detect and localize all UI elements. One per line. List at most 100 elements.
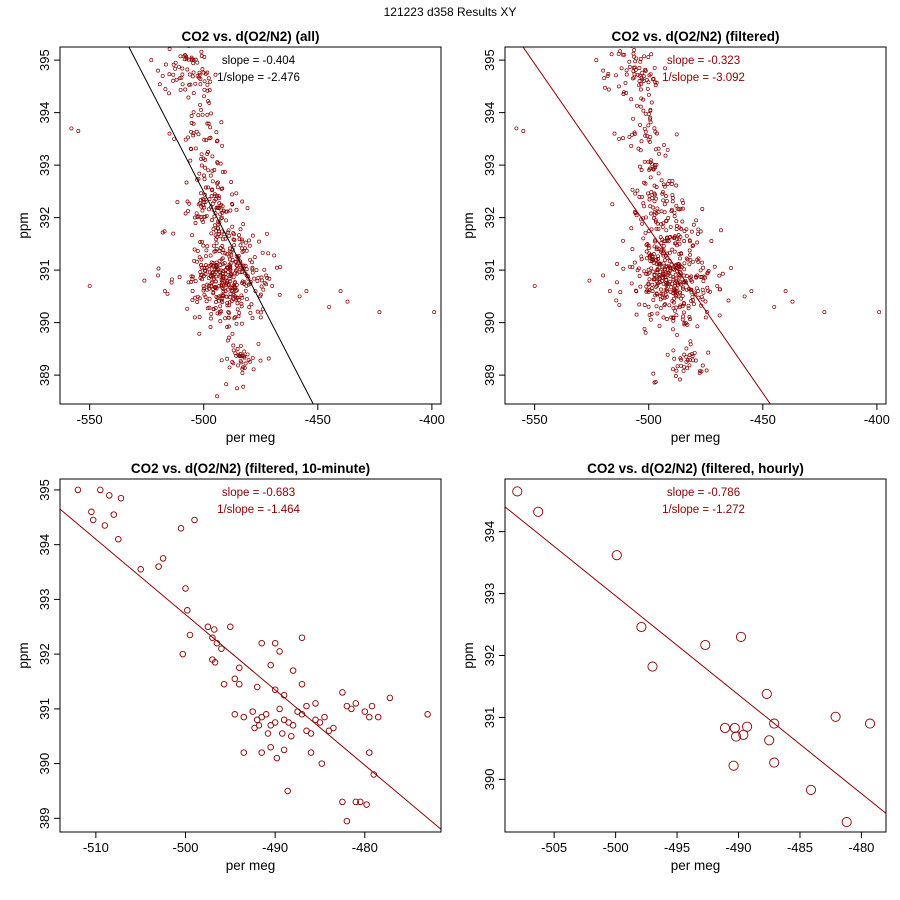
data-point xyxy=(225,325,230,329)
data-point xyxy=(207,88,212,93)
data-point xyxy=(217,220,222,225)
data-point xyxy=(264,282,269,287)
data-point xyxy=(650,255,655,260)
data-point xyxy=(210,218,214,222)
data-point xyxy=(688,252,692,257)
data-point xyxy=(627,264,632,269)
data-point xyxy=(210,279,215,284)
data-point xyxy=(704,368,709,373)
points xyxy=(69,47,437,399)
y-tick-label: 389 xyxy=(37,807,52,829)
data-point xyxy=(187,201,192,206)
data-point xyxy=(222,261,227,266)
data-point xyxy=(667,264,672,269)
data-point xyxy=(629,47,634,48)
y-tick-label: 392 xyxy=(482,207,497,229)
data-point xyxy=(512,486,523,497)
data-point xyxy=(193,57,198,62)
chart-hourly: CO2 vs. d(O2/N2) (filtered, hourly) -505 -… xyxy=(461,461,887,873)
y-tick-label: 395 xyxy=(37,49,52,71)
data-point xyxy=(191,121,196,126)
data-point xyxy=(712,264,717,269)
data-point xyxy=(217,249,222,254)
data-point xyxy=(233,259,238,264)
data-point xyxy=(638,122,642,127)
data-point xyxy=(279,730,286,737)
data-point xyxy=(675,332,679,337)
data-point xyxy=(230,224,235,229)
data-point xyxy=(200,197,205,202)
data-point xyxy=(695,240,700,245)
x-tick-label: -480 xyxy=(352,840,378,855)
data-point xyxy=(117,494,125,502)
data-point xyxy=(220,256,225,261)
data-point xyxy=(175,200,180,205)
data-point xyxy=(665,270,670,275)
data-point xyxy=(674,277,679,282)
data-point xyxy=(636,146,641,151)
data-point xyxy=(686,306,691,311)
data-point xyxy=(709,239,714,243)
data-point xyxy=(200,277,204,282)
data-point xyxy=(671,274,676,279)
x-tick-label: -550 xyxy=(522,412,548,427)
x-tick-label: -500 xyxy=(636,412,662,427)
data-point xyxy=(689,287,694,292)
data-point xyxy=(652,126,657,131)
data-point xyxy=(198,240,203,244)
y-tick-label: 391 xyxy=(37,698,52,720)
data-point xyxy=(671,327,675,332)
data-point xyxy=(258,315,263,320)
data-point xyxy=(671,367,675,372)
x-tick-label: -500 xyxy=(172,840,198,855)
data-point xyxy=(198,82,203,87)
data-point xyxy=(203,263,208,268)
data-point xyxy=(657,276,662,281)
data-point xyxy=(201,203,206,208)
data-point xyxy=(700,363,705,368)
data-point xyxy=(841,817,852,828)
data-point xyxy=(650,269,655,274)
data-point xyxy=(651,76,656,81)
y-tick-label: 392 xyxy=(482,645,497,667)
y-tick-label: 390 xyxy=(482,769,497,791)
data-point xyxy=(206,168,211,173)
data-point xyxy=(632,130,637,135)
data-point xyxy=(682,267,687,272)
data-point xyxy=(214,300,218,304)
data-point xyxy=(243,240,248,245)
data-point xyxy=(184,54,189,59)
data-point xyxy=(227,254,232,259)
data-point xyxy=(678,256,682,261)
data-point xyxy=(749,289,754,294)
data-point xyxy=(235,386,239,391)
data-point xyxy=(187,47,191,48)
data-point xyxy=(673,374,678,378)
data-point xyxy=(230,287,235,292)
data-point xyxy=(667,303,672,308)
data-point xyxy=(74,486,82,494)
data-point xyxy=(241,365,246,370)
data-point xyxy=(660,191,665,196)
y-tick-label: 392 xyxy=(37,207,52,229)
data-point xyxy=(307,749,315,756)
data-point xyxy=(672,214,677,219)
data-point xyxy=(238,261,243,266)
data-point xyxy=(199,156,204,161)
data-point xyxy=(654,226,659,231)
data-point xyxy=(245,206,250,211)
data-point xyxy=(631,51,636,56)
data-point xyxy=(664,219,669,223)
data-point xyxy=(648,317,653,322)
data-point xyxy=(199,152,204,157)
data-point xyxy=(205,70,210,75)
data-point xyxy=(637,66,642,70)
data-point xyxy=(327,304,332,309)
data-point xyxy=(216,205,220,210)
data-point xyxy=(696,289,701,293)
data-point xyxy=(202,79,207,84)
data-point xyxy=(706,288,711,293)
data-point xyxy=(672,356,677,361)
data-point xyxy=(218,304,223,309)
